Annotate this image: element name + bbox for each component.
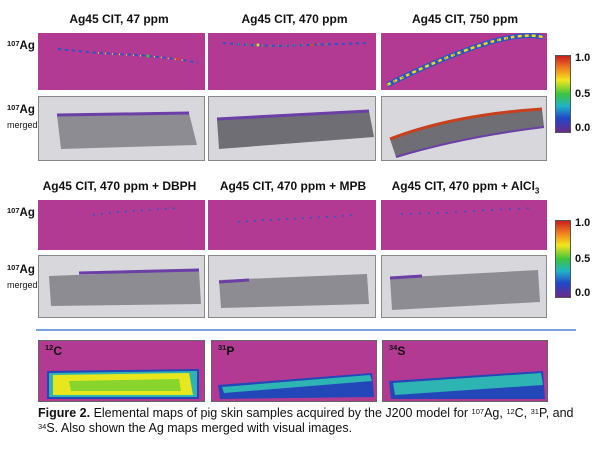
ag-map-mpb [208,200,376,250]
row-label-ag-merged-2: 107Ag [7,263,35,276]
ag-map-dbph [38,200,205,250]
element-map-s: 34S [382,340,548,402]
ag-merged-mpb [208,255,376,318]
section-divider [36,329,576,331]
colorbar-top [555,55,571,133]
figure-label: Figure 2. [38,406,91,420]
row-label-ag: 107Ag [7,39,35,52]
row-label-ag-2: 107Ag [7,206,35,219]
colorbar-middle-mid: 0.5 [575,253,591,265]
row-label-merged-2: merged [7,280,38,290]
column-title-47ppm: Ag45 CIT, 47 ppm [69,12,169,26]
ag-map-470ppm [208,33,376,90]
element-label-c: 12C [45,343,63,358]
column-title-470ppm: Ag45 CIT, 470 ppm [241,12,348,26]
row-label-ag-merged: 107Ag [7,103,35,116]
ag-merged-alcl3 [381,255,547,318]
colorbar-middle-max: 1.0 [575,217,591,229]
colorbar-top-min: 0.0 [575,122,591,134]
ag-merged-750ppm [381,96,547,161]
ag-map-47ppm [38,33,205,90]
element-map-p: 31P [211,340,377,402]
column-title-dbph: Ag45 CIT, 470 ppm + DBPH [42,179,197,193]
figure-caption: Figure 2. Elemental maps of pig skin sam… [38,406,574,435]
column-title-mpb: Ag45 CIT, 470 ppm + MPB [219,179,367,193]
colorbar-middle-min: 0.0 [575,287,591,299]
ag-merged-470ppm [208,96,376,161]
ag-map-alcl3 [381,200,547,250]
colorbar-middle [555,220,571,298]
ag-map-750ppm [381,33,547,90]
colorbar-top-max: 1.0 [575,52,591,64]
column-title-750ppm: Ag45 CIT, 750 ppm [411,12,519,26]
element-label-p: 31P [218,343,235,358]
ag-merged-dbph [38,255,205,318]
column-title-alcl3: Ag45 CIT, 470 ppm + AlCl3 [391,179,540,196]
ag-merged-47ppm [38,96,205,161]
element-label-s: 34S [389,343,406,358]
colorbar-top-mid: 0.5 [575,88,591,100]
element-map-c: 12C [38,340,205,402]
row-label-merged: merged [7,120,38,130]
